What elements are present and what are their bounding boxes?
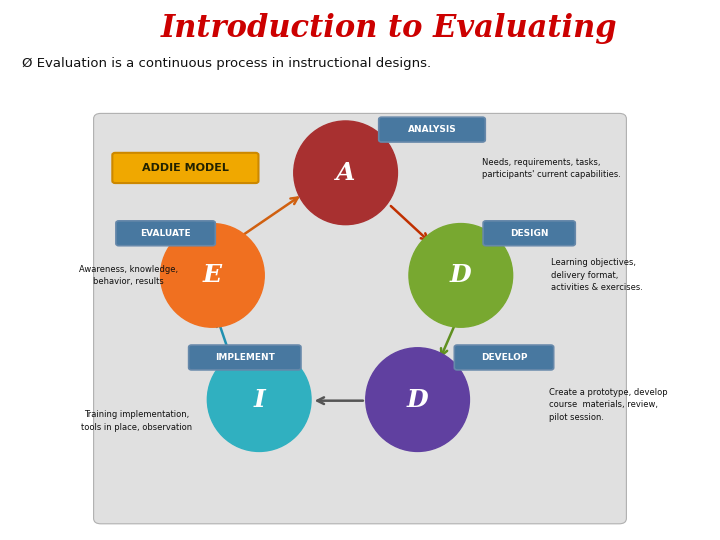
- FancyBboxPatch shape: [112, 153, 258, 183]
- Text: D: D: [407, 388, 428, 411]
- Text: A: A: [336, 161, 355, 185]
- Text: IMPLEMENT: IMPLEMENT: [215, 353, 275, 362]
- Text: Learning objectives,
delivery format,
activities & exercises.: Learning objectives, delivery format, ac…: [551, 259, 643, 292]
- Ellipse shape: [366, 348, 469, 451]
- FancyBboxPatch shape: [454, 345, 554, 370]
- Text: Ø Evaluation is a continuous process in instructional designs.: Ø Evaluation is a continuous process in …: [22, 57, 431, 70]
- FancyBboxPatch shape: [483, 221, 575, 246]
- Text: Create a prototype, develop
course  materials, review,
pilot session.: Create a prototype, develop course mater…: [549, 388, 667, 422]
- Text: I: I: [253, 388, 265, 411]
- Ellipse shape: [409, 224, 513, 327]
- FancyBboxPatch shape: [94, 113, 626, 524]
- Text: DESIGN: DESIGN: [510, 229, 549, 238]
- Text: ADDIE MODEL: ADDIE MODEL: [142, 163, 229, 173]
- Ellipse shape: [161, 224, 264, 327]
- Text: ANALYSIS: ANALYSIS: [408, 125, 456, 134]
- Text: Awareness, knowledge,
behavior, results: Awareness, knowledge, behavior, results: [78, 265, 178, 286]
- FancyBboxPatch shape: [379, 117, 485, 142]
- Text: Introduction to Evaluating: Introduction to Evaluating: [161, 14, 617, 44]
- Ellipse shape: [294, 121, 397, 225]
- Text: E: E: [203, 264, 222, 287]
- Text: D: D: [450, 264, 472, 287]
- Text: DEVELOP: DEVELOP: [481, 353, 527, 362]
- FancyBboxPatch shape: [189, 345, 301, 370]
- Text: EVALUATE: EVALUATE: [140, 229, 191, 238]
- FancyBboxPatch shape: [116, 221, 215, 246]
- Ellipse shape: [207, 348, 311, 451]
- Text: Needs, requirements, tasks,
participants' current capabilities.: Needs, requirements, tasks, participants…: [482, 158, 621, 179]
- Text: Training implementation,
tools in place, observation: Training implementation, tools in place,…: [81, 410, 192, 432]
